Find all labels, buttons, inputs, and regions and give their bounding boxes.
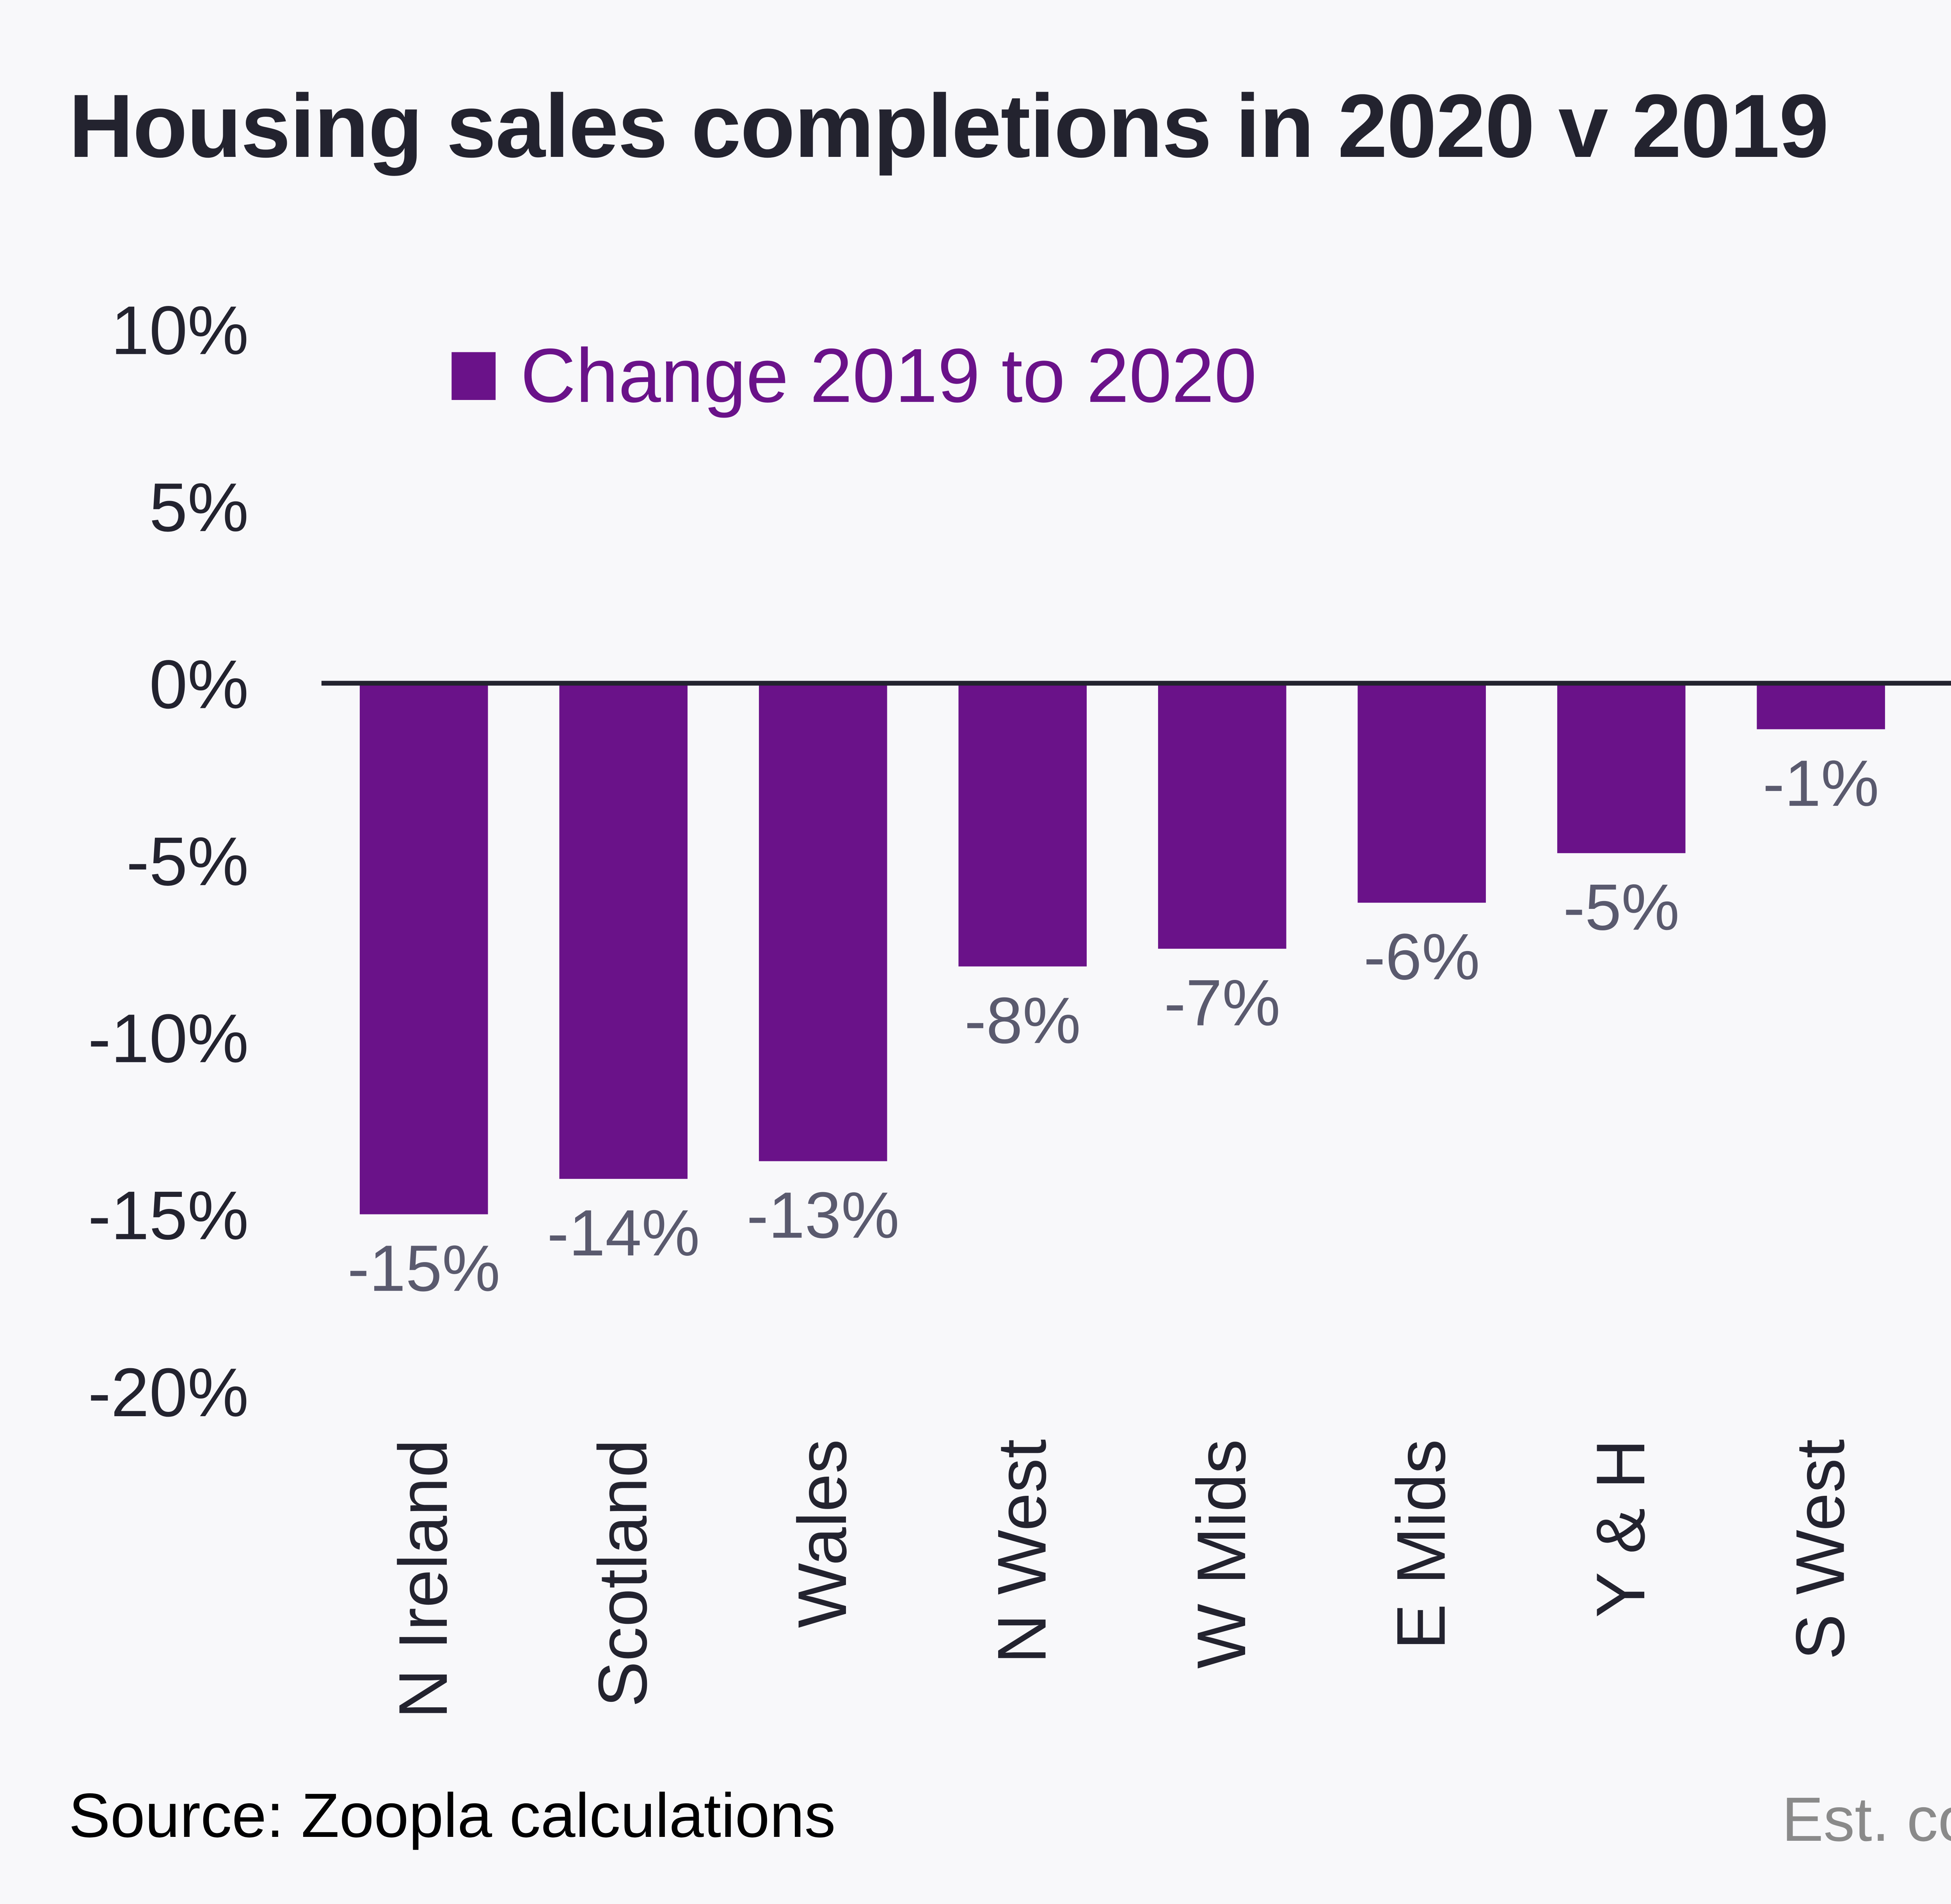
x-tick-label: Y & H xyxy=(1582,1439,1659,1618)
legend-label: Change 2019 to 2020 xyxy=(521,332,1257,418)
y-tick-label: 5% xyxy=(149,469,249,546)
x-tick-label: Wales xyxy=(784,1439,861,1628)
y-tick-label: -20% xyxy=(88,1354,249,1431)
bar xyxy=(1557,683,1686,853)
data-labels: -15%-14%-13%-8%-7%-6%-5%-1%2%3%6%7%-6% xyxy=(347,747,1879,1305)
data-label: -14% xyxy=(547,1196,700,1269)
x-tick-label: N West xyxy=(984,1439,1061,1664)
data-label: -1% xyxy=(1763,747,1879,820)
data-label: -5% xyxy=(1563,870,1679,944)
x-tick-label: E Mids xyxy=(1383,1439,1460,1650)
data-label: -15% xyxy=(347,1232,500,1305)
bar xyxy=(1358,683,1486,903)
x-axis-labels: N Ireland Scotland Wales N West W Mids E Mids… xyxy=(385,1439,1859,1719)
x-tick-label: Scotland xyxy=(585,1439,661,1707)
chart-title: Housing sales completions in 2020 v 2019 xyxy=(69,76,1829,176)
bar xyxy=(1158,683,1286,949)
x-tick-label: S West xyxy=(1782,1439,1859,1660)
y-tick-label: -10% xyxy=(88,1000,249,1077)
y-tick-label: -15% xyxy=(88,1177,249,1254)
x-tick-label: N Ireland xyxy=(385,1439,462,1719)
data-label: -7% xyxy=(1164,966,1280,1039)
bar xyxy=(559,683,688,1179)
bar xyxy=(958,683,1087,967)
bar xyxy=(1757,683,1885,729)
bars xyxy=(359,683,1885,1214)
bar xyxy=(359,683,488,1214)
x-tick-label: W Mids xyxy=(1183,1439,1260,1669)
y-axis-ticks: 10% 5% 0% -5% -10% -15% -20% xyxy=(88,292,249,1431)
source-note: Source: Zoopla calculations xyxy=(69,1780,836,1850)
footnote: Est. completions for 2020 versus actuals xyxy=(1782,1784,1951,1854)
legend-swatch xyxy=(451,352,496,400)
bar xyxy=(759,683,887,1161)
legend: Change 2019 to 2020 xyxy=(451,332,1257,418)
data-label: -13% xyxy=(746,1179,899,1252)
data-label: -6% xyxy=(1364,920,1480,993)
data-label: -8% xyxy=(965,984,1081,1057)
y-tick-label: 10% xyxy=(111,292,249,369)
y-tick-label: -5% xyxy=(126,823,249,900)
y-tick-label: 0% xyxy=(149,646,249,723)
